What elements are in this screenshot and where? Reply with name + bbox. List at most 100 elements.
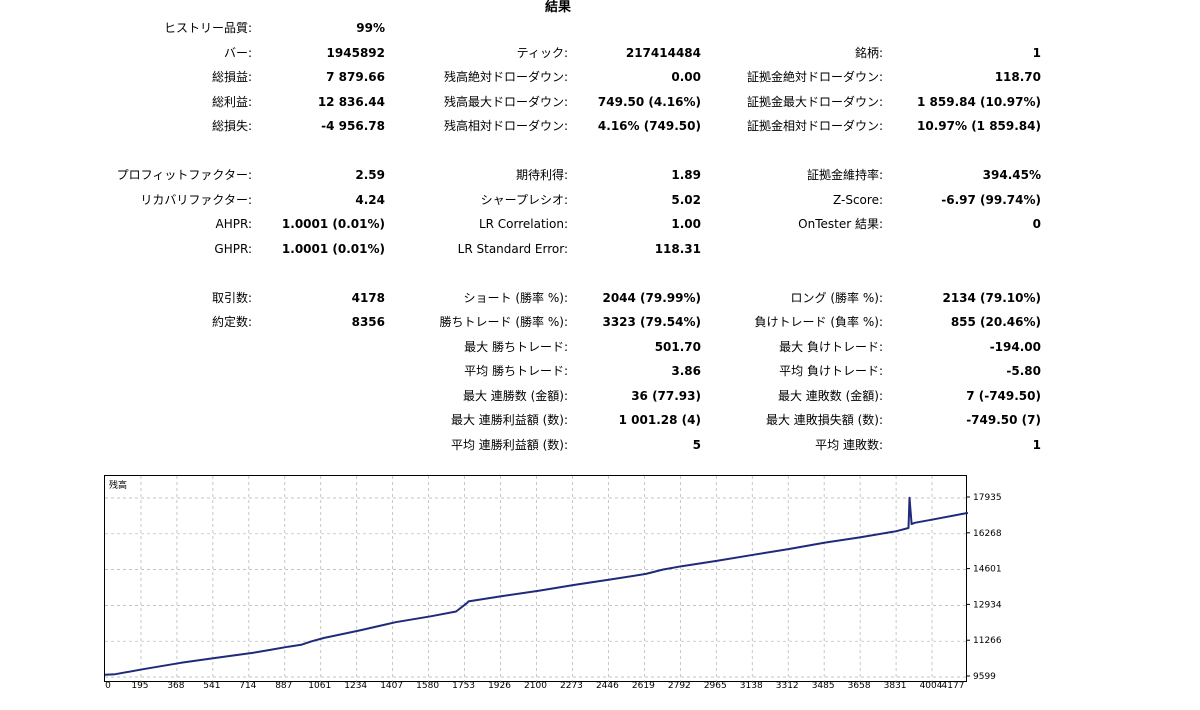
x-tick-label: 541 bbox=[203, 681, 220, 691]
col2-value-6: 1.00 bbox=[671, 217, 701, 231]
x-tick-label: 0 bbox=[105, 681, 111, 691]
col3-value-10: -5.80 bbox=[1006, 364, 1041, 378]
col3-value-8: 855 (20.46%) bbox=[950, 315, 1041, 329]
col3-label-7: ロング (勝率 %): bbox=[790, 290, 883, 305]
x-tick-label: 195 bbox=[131, 681, 148, 691]
y-tick-label: 11266 bbox=[973, 636, 1002, 646]
col2-label-3: 残高相対ドローダウン: bbox=[443, 119, 568, 133]
col3-label-12: 最大 連敗損失額 (数): bbox=[765, 413, 883, 427]
col2-value-10: 501.70 bbox=[654, 339, 701, 354]
chart-title: 残高 bbox=[109, 479, 127, 491]
col1-value-2: 7 879.66 bbox=[326, 70, 385, 84]
col2-label-6: LR Correlation: bbox=[478, 217, 568, 231]
col3-value-12: -749.50 (7) bbox=[966, 413, 1041, 427]
x-tick-label: 3312 bbox=[776, 681, 799, 691]
x-tick-label: 887 bbox=[275, 681, 292, 691]
col1-value-4: -4 956.78 bbox=[321, 119, 385, 133]
x-tick-label: 2100 bbox=[524, 681, 547, 691]
col1-label-6: リカバリファクター: bbox=[140, 192, 252, 207]
col1-label-0: ヒストリー品質: bbox=[163, 21, 252, 35]
col2-label-12: 最大 連勝数 (金額): bbox=[462, 388, 568, 403]
col1-value-3: 12 836.44 bbox=[317, 94, 385, 109]
col3-label-10: 平均 負けトレード: bbox=[779, 364, 883, 378]
col1-value-10: 8356 bbox=[351, 315, 385, 329]
col2-value-2: 749.50 (4.16%) bbox=[597, 94, 701, 109]
col2-value-5: 5.02 bbox=[671, 192, 701, 207]
col3-label-9: 最大 負けトレード: bbox=[779, 339, 883, 354]
col2-value-12: 36 (77.93) bbox=[631, 388, 701, 403]
x-tick-label: 1926 bbox=[488, 681, 511, 691]
col2-label-10: 最大 勝ちトレード: bbox=[464, 339, 568, 354]
col2-label-7: LR Standard Error: bbox=[457, 241, 568, 256]
col2-value-14: 5 bbox=[692, 437, 701, 452]
col3-value-2: 1 859.84 (10.97%) bbox=[917, 94, 1041, 109]
col3-label-3: 証拠金相対ドローダウン: bbox=[746, 119, 883, 133]
col1-value-7: 1.0001 (0.01%) bbox=[281, 217, 385, 231]
col2-label-8: ショート (勝率 %): bbox=[463, 290, 568, 305]
col1-value-0: 99% bbox=[356, 21, 385, 35]
col3-value-3: 10.97% (1 859.84) bbox=[917, 119, 1041, 133]
col2-label-0: ティック: bbox=[516, 45, 568, 60]
x-tick-label: 1580 bbox=[416, 681, 439, 691]
col1-value-5: 2.59 bbox=[355, 168, 385, 182]
report-title: 結果 bbox=[544, 0, 571, 15]
col3-value-4: 394.45% bbox=[982, 168, 1041, 182]
col3-label-5: Z-Score: bbox=[833, 192, 883, 207]
col2-value-9: 3323 (79.54%) bbox=[602, 315, 701, 329]
x-tick-label: 2273 bbox=[560, 681, 583, 691]
x-tick-label: 2446 bbox=[596, 681, 619, 691]
y-tick-label: 9599 bbox=[973, 672, 996, 682]
balance-chart-svg: 残高 bbox=[105, 476, 968, 683]
col3-value-13: 1 bbox=[1032, 437, 1041, 452]
col2-value-0: 217414484 bbox=[625, 45, 701, 60]
col2-value-8: 2044 (79.99%) bbox=[602, 290, 701, 305]
col1-value-6: 4.24 bbox=[355, 192, 385, 207]
x-tick-label: 368 bbox=[167, 681, 184, 691]
col3-label-1: 証拠金絶対ドローダウン: bbox=[746, 70, 883, 84]
balance-chart: 残高 bbox=[104, 475, 968, 683]
balance-series-line bbox=[105, 496, 968, 676]
col3-value-5: -6.97 (99.74%) bbox=[941, 192, 1041, 207]
col1-label-4: 総損失: bbox=[211, 119, 252, 133]
x-tick-label: 3485 bbox=[812, 681, 835, 691]
col3-label-8: 負けトレード (負率 %): bbox=[754, 315, 883, 329]
col2-label-9: 勝ちトレード (勝率 %): bbox=[439, 315, 568, 329]
col1-label-2: 総損益: bbox=[211, 70, 252, 84]
x-tick-label: 3138 bbox=[740, 681, 763, 691]
x-tick-label: 1234 bbox=[344, 681, 367, 691]
x-tick-label: 1407 bbox=[380, 681, 403, 691]
col3-label-11: 最大 連敗数 (金額): bbox=[777, 388, 883, 403]
x-tick-label: 3658 bbox=[848, 681, 871, 691]
col3-label-2: 証拠金最大ドローダウン: bbox=[746, 94, 883, 109]
col2-value-13: 1 001.28 (4) bbox=[618, 413, 701, 427]
col3-value-0: 1 bbox=[1032, 45, 1041, 60]
col2-label-11: 平均 勝ちトレード: bbox=[464, 364, 568, 378]
y-tick-label: 16268 bbox=[973, 529, 1002, 539]
x-tick-label: 2965 bbox=[704, 681, 727, 691]
col1-label-9: 取引数: bbox=[211, 290, 252, 305]
col3-value-1: 118.70 bbox=[994, 70, 1041, 84]
col1-label-5: プロフィットファクター: bbox=[116, 168, 252, 182]
col1-label-10: 約定数: bbox=[211, 315, 252, 329]
x-tick-label: 714 bbox=[239, 681, 256, 691]
col2-value-7: 118.31 bbox=[654, 241, 701, 256]
x-tick-label: 1061 bbox=[308, 681, 331, 691]
col3-label-4: 証拠金維持率: bbox=[806, 168, 883, 182]
col2-label-13: 最大 連勝利益額 (数): bbox=[450, 413, 568, 427]
col2-label-1: 残高絶対ドローダウン: bbox=[443, 70, 568, 84]
y-tick-label: 14601 bbox=[973, 565, 1002, 575]
x-tick-label: 4177 bbox=[942, 681, 965, 691]
col2-value-3: 4.16% (749.50) bbox=[597, 119, 701, 133]
col1-value-8: 1.0001 (0.01%) bbox=[281, 241, 385, 256]
x-tick-label: 4004 bbox=[920, 681, 943, 691]
col3-value-7: 2134 (79.10%) bbox=[942, 290, 1041, 305]
col1-label-3: 総利益: bbox=[211, 94, 252, 109]
col1-value-1: 1945892 bbox=[326, 45, 385, 60]
x-tick-label: 2619 bbox=[632, 681, 655, 691]
col2-value-4: 1.89 bbox=[671, 168, 701, 182]
col3-label-13: 平均 連敗数: bbox=[815, 437, 883, 452]
col3-label-6: OnTester 結果: bbox=[798, 217, 883, 231]
y-tick-label: 17935 bbox=[973, 493, 1002, 503]
y-tick-label: 12934 bbox=[973, 600, 1002, 610]
